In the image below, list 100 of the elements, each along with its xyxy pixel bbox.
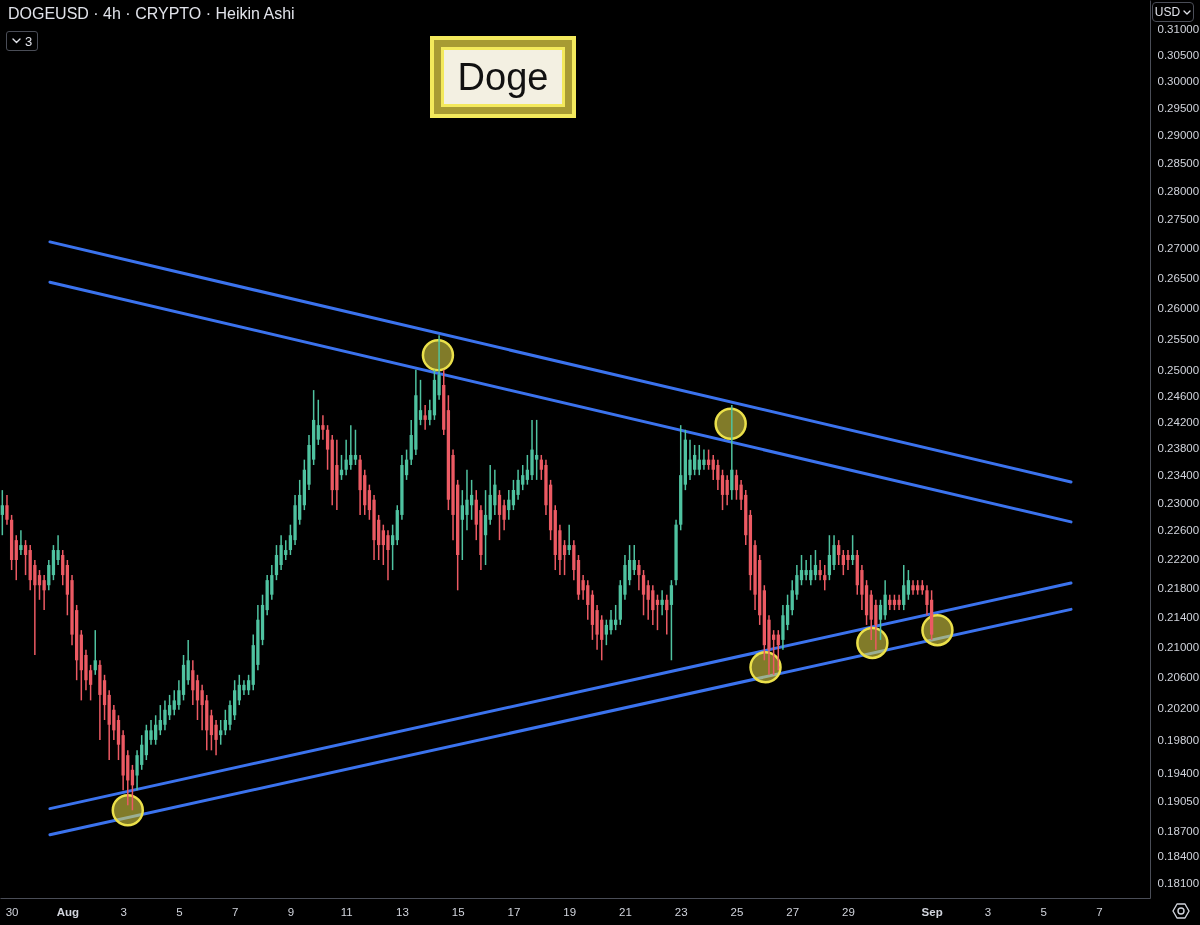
candlestick — [465, 468, 469, 532]
x-tick-label: 5 — [1040, 905, 1047, 918]
y-tick-label: 0.29500 — [1157, 102, 1200, 115]
x-tick-label: 11 — [340, 905, 353, 918]
y-tick-label: 0.24600 — [1157, 390, 1200, 403]
candlestick — [93, 629, 97, 676]
y-tick-label: 0.30000 — [1157, 75, 1200, 88]
y-tick-label: 0.20200 — [1157, 702, 1200, 715]
x-tick-label: 23 — [674, 905, 688, 918]
x-tick-label: 7 — [231, 905, 239, 918]
candlestick — [609, 609, 613, 636]
candlestick — [502, 498, 506, 532]
candlestick — [483, 489, 488, 566]
y-tick-label: 0.19050 — [1157, 795, 1200, 808]
candlestick — [716, 458, 720, 491]
candlestick — [14, 534, 18, 581]
y-tick-label: 0.27500 — [1157, 213, 1200, 226]
x-tick-label: Aug — [56, 905, 80, 918]
y-tick-label: 0.31000 — [1157, 23, 1200, 36]
candlestick — [321, 414, 325, 441]
candlestick — [637, 559, 641, 592]
candlestick — [390, 523, 395, 571]
candlestick — [325, 424, 330, 471]
x-tick-label: 7 — [1096, 905, 1103, 918]
candlestick — [353, 429, 358, 466]
x-tick-label: 3 — [984, 905, 992, 918]
candlestick — [702, 448, 706, 471]
candlestick — [874, 599, 878, 651]
x-tick-label: 17 — [507, 905, 521, 918]
collapse-button: 3 — [6, 31, 39, 51]
candlestick — [660, 589, 664, 617]
y-tick-label: 0.28000 — [1157, 184, 1200, 197]
candlestick — [911, 579, 915, 596]
candlestick — [191, 659, 195, 706]
y-tick-label: 0.28500 — [1157, 156, 1200, 169]
x-tick-label: 3 — [120, 905, 127, 918]
candlestick — [186, 639, 190, 686]
candlestick — [219, 719, 223, 746]
candlestick — [725, 474, 729, 506]
x-tick-label: 5 — [176, 905, 183, 918]
candlestick — [316, 399, 320, 446]
candlestick — [567, 523, 571, 556]
candlestick — [497, 489, 502, 541]
candlestick — [209, 709, 214, 752]
candlestick — [846, 549, 850, 571]
y-tick-label: 0.22200 — [1157, 552, 1200, 565]
candlestick — [632, 544, 636, 576]
y-tick-label: 0.24200 — [1157, 416, 1200, 429]
candlestick — [646, 579, 650, 621]
candlestick — [511, 479, 516, 511]
candlestick — [61, 549, 65, 586]
x-tick-label: 30 — [5, 905, 19, 918]
y-tick-label: 0.19400 — [1157, 766, 1200, 779]
candlestick — [349, 424, 353, 471]
y-tick-label: 0.23800 — [1157, 442, 1200, 455]
x-tick-label: 29 — [842, 905, 855, 918]
y-tick-label: 0.23400 — [1157, 469, 1200, 482]
candlestick — [344, 438, 348, 476]
y-tick-label: 0.18400 — [1157, 850, 1200, 863]
y-tick-label: 0.26500 — [1157, 272, 1200, 285]
candlestick — [850, 534, 855, 566]
candlestick — [827, 534, 832, 581]
y-tick-label: 0.18700 — [1157, 824, 1200, 837]
y-tick-label: 0.25500 — [1157, 333, 1200, 346]
y-tick-label: 0.26000 — [1157, 302, 1200, 315]
candlestick — [0, 489, 4, 536]
candlestick — [604, 618, 609, 646]
candlestick — [37, 569, 42, 601]
x-tick-label: 21 — [619, 905, 632, 918]
currency-dropdown: USD — [1152, 2, 1194, 22]
x-tick-label: 25 — [730, 905, 744, 918]
candlestick — [902, 564, 906, 611]
y-tick-label: 0.23000 — [1157, 496, 1200, 509]
y-tick-label: 0.21800 — [1157, 581, 1200, 594]
candlestick — [19, 529, 23, 556]
x-tick-label: 19 — [563, 905, 577, 918]
candlestick — [42, 574, 46, 611]
y-tick-label: 0.25000 — [1157, 364, 1200, 377]
candlestick — [163, 699, 167, 732]
candlestick — [5, 494, 9, 526]
candlestick — [818, 559, 822, 581]
y-axis-title: USD — [1154, 5, 1181, 19]
y-tick-label: 0.18100 — [1157, 876, 1200, 889]
y-tick-label: 0.19800 — [1157, 734, 1200, 747]
candlestick — [734, 468, 739, 501]
x-tick-label: 15 — [451, 905, 465, 918]
candlestick — [423, 404, 427, 431]
candlestick — [195, 674, 200, 721]
candlestick — [720, 468, 725, 511]
candlestick — [651, 584, 655, 626]
candlestick — [837, 539, 841, 566]
candlestick — [813, 549, 818, 581]
candlestick — [516, 468, 520, 501]
candlestick — [906, 569, 911, 601]
candlestick — [809, 554, 813, 586]
candlestick — [214, 719, 218, 756]
y-tick-label: 0.29000 — [1157, 129, 1200, 142]
candlestick — [669, 579, 674, 662]
candlestick — [832, 534, 836, 571]
candlestick — [200, 684, 204, 732]
